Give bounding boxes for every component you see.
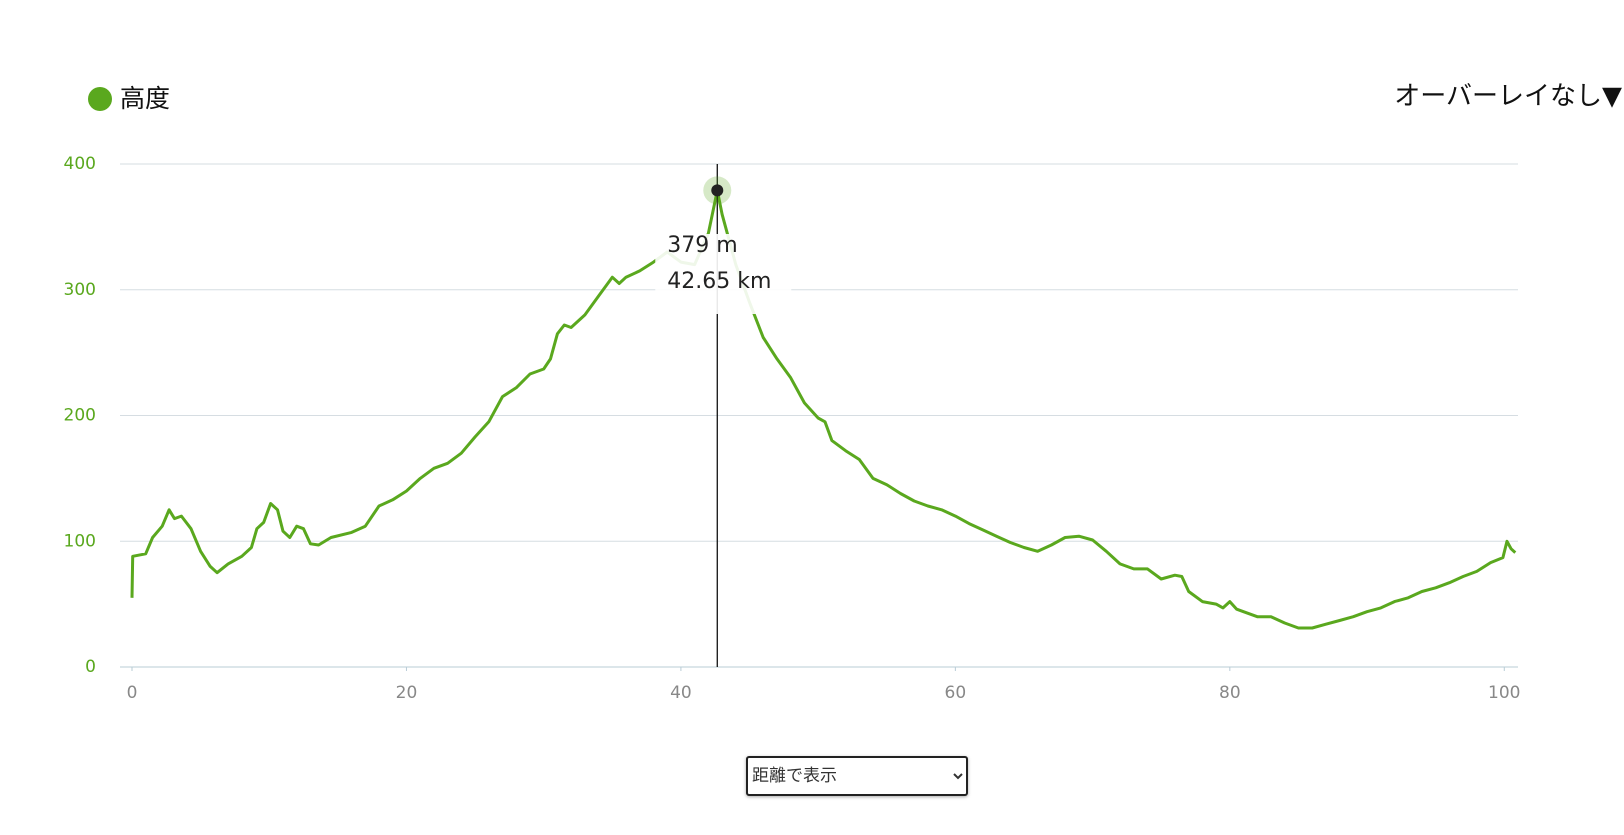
y-tick-label: 300 [64,280,96,300]
y-tick-label: 400 [64,154,96,174]
x-tick-label: 20 [396,683,418,703]
overlay-menu[interactable]: オーバーレイなし▼ [1394,82,1622,112]
legend-marker [88,87,112,111]
hover-point [711,184,724,197]
y-tick-label: 200 [64,406,96,426]
x-tick-label: 40 [670,683,692,703]
x-tick-label: 60 [945,683,967,703]
x-tick-label: 100 [1488,683,1520,703]
tooltip-box [655,234,792,314]
x-tick-label: 80 [1219,683,1241,703]
tooltip-distance: 42.65 km [667,269,771,294]
tooltip-value: 379 m [667,233,737,258]
elevation-line [130,188,1517,630]
x-tick-label: 0 [127,683,138,703]
y-tick-label: 0 [85,657,96,677]
legend-label: 高度 [120,84,170,113]
y-tick-label: 100 [64,531,96,551]
x-mode-select[interactable]: 距離で表示 [746,756,968,796]
